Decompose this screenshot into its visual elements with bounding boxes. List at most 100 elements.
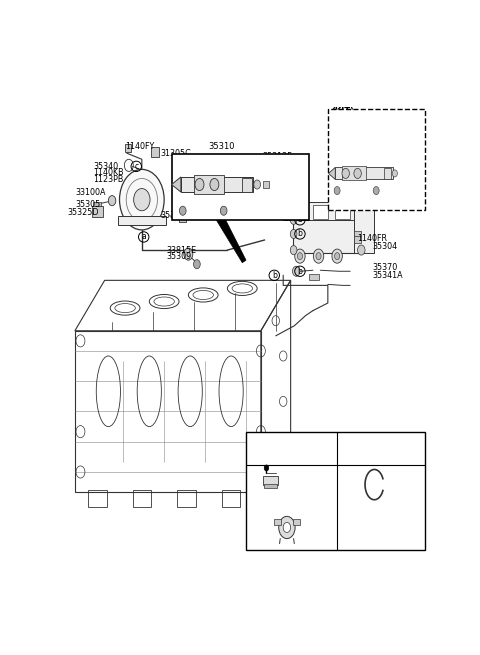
Circle shape (358, 245, 365, 255)
Bar (118, 215, 166, 225)
Bar (92, 206, 103, 217)
Polygon shape (216, 220, 246, 263)
Bar (151, 147, 159, 157)
Text: 35323: 35323 (160, 212, 186, 220)
Circle shape (108, 196, 116, 206)
Bar (264, 484, 276, 488)
Text: a: a (253, 461, 258, 470)
Bar (94, 202, 101, 206)
Bar (246, 432, 424, 550)
Circle shape (316, 253, 321, 259)
Bar (335, 168, 393, 179)
Text: 35325D: 35325D (67, 208, 99, 217)
Bar (125, 143, 131, 152)
Bar (274, 519, 281, 525)
Text: 1123PB: 1123PB (94, 175, 124, 184)
Circle shape (313, 249, 324, 263)
Text: c: c (134, 162, 138, 171)
Circle shape (254, 180, 261, 189)
Text: 35305: 35305 (76, 200, 101, 209)
Text: 1799JD: 1799JD (369, 465, 397, 474)
Circle shape (279, 516, 295, 538)
Bar (177, 490, 196, 507)
Polygon shape (329, 168, 335, 179)
Circle shape (354, 168, 361, 178)
Text: 35341A: 35341A (372, 271, 403, 280)
Bar (313, 204, 328, 219)
Circle shape (334, 187, 340, 195)
Bar (354, 202, 374, 253)
Bar (132, 490, 151, 507)
Circle shape (290, 229, 297, 238)
Text: (KIT): (KIT) (332, 107, 355, 116)
Polygon shape (172, 177, 181, 192)
Text: b: b (298, 267, 302, 276)
Bar (292, 204, 307, 219)
Circle shape (392, 170, 397, 177)
Text: 35340: 35340 (94, 162, 119, 171)
Bar (384, 168, 391, 179)
Bar (292, 519, 300, 525)
Circle shape (220, 206, 227, 215)
Text: 37369: 37369 (276, 485, 301, 494)
Text: b: b (298, 229, 302, 238)
Circle shape (193, 259, 200, 269)
Text: 35312F: 35312F (263, 152, 292, 161)
Text: a: a (141, 233, 146, 242)
Text: 33815E: 33815E (166, 246, 196, 255)
Text: 35309: 35309 (166, 252, 191, 261)
Circle shape (335, 253, 340, 259)
Circle shape (295, 249, 305, 263)
Circle shape (290, 246, 297, 255)
Circle shape (264, 465, 269, 471)
Text: 1140FR: 1140FR (358, 234, 388, 243)
Bar (342, 166, 366, 181)
Circle shape (180, 206, 186, 215)
Bar (263, 476, 277, 485)
Text: 31337F: 31337F (276, 503, 305, 512)
Circle shape (133, 189, 150, 211)
Circle shape (210, 178, 219, 191)
Bar (292, 215, 360, 253)
Circle shape (342, 168, 349, 178)
Bar (335, 204, 350, 219)
Text: 1140FY: 1140FY (276, 468, 305, 477)
Circle shape (195, 178, 204, 191)
Circle shape (332, 249, 342, 263)
Circle shape (373, 187, 379, 195)
Bar (172, 155, 309, 220)
Bar (88, 490, 107, 507)
Bar (222, 490, 240, 507)
Text: 1140FY: 1140FY (125, 142, 155, 151)
Circle shape (290, 215, 297, 225)
Text: 1140KB: 1140KB (94, 168, 124, 178)
Text: 35345A: 35345A (358, 202, 388, 212)
Bar (328, 109, 424, 210)
Circle shape (120, 170, 164, 230)
Bar (242, 178, 252, 192)
Bar (354, 236, 360, 242)
Text: b: b (272, 271, 276, 280)
Text: 35310: 35310 (209, 142, 235, 151)
Text: 35312H: 35312H (173, 171, 204, 180)
Circle shape (283, 523, 290, 533)
Circle shape (292, 266, 300, 276)
Circle shape (184, 248, 193, 260)
Bar (309, 274, 319, 280)
Text: 35312A: 35312A (257, 171, 288, 180)
Text: 35370: 35370 (372, 263, 398, 272)
Bar (283, 202, 372, 220)
Text: 33100A: 33100A (76, 187, 106, 196)
Bar (181, 177, 253, 192)
Bar (179, 214, 186, 222)
Text: 35312K: 35312K (342, 119, 373, 128)
Text: c: c (253, 504, 257, 513)
Text: b: b (298, 215, 302, 224)
Text: 31305C: 31305C (160, 149, 191, 158)
Bar (354, 231, 360, 238)
Text: b: b (335, 461, 339, 470)
Text: 35304: 35304 (372, 242, 397, 251)
Bar (194, 176, 224, 194)
Circle shape (297, 253, 302, 259)
Bar (263, 181, 269, 187)
